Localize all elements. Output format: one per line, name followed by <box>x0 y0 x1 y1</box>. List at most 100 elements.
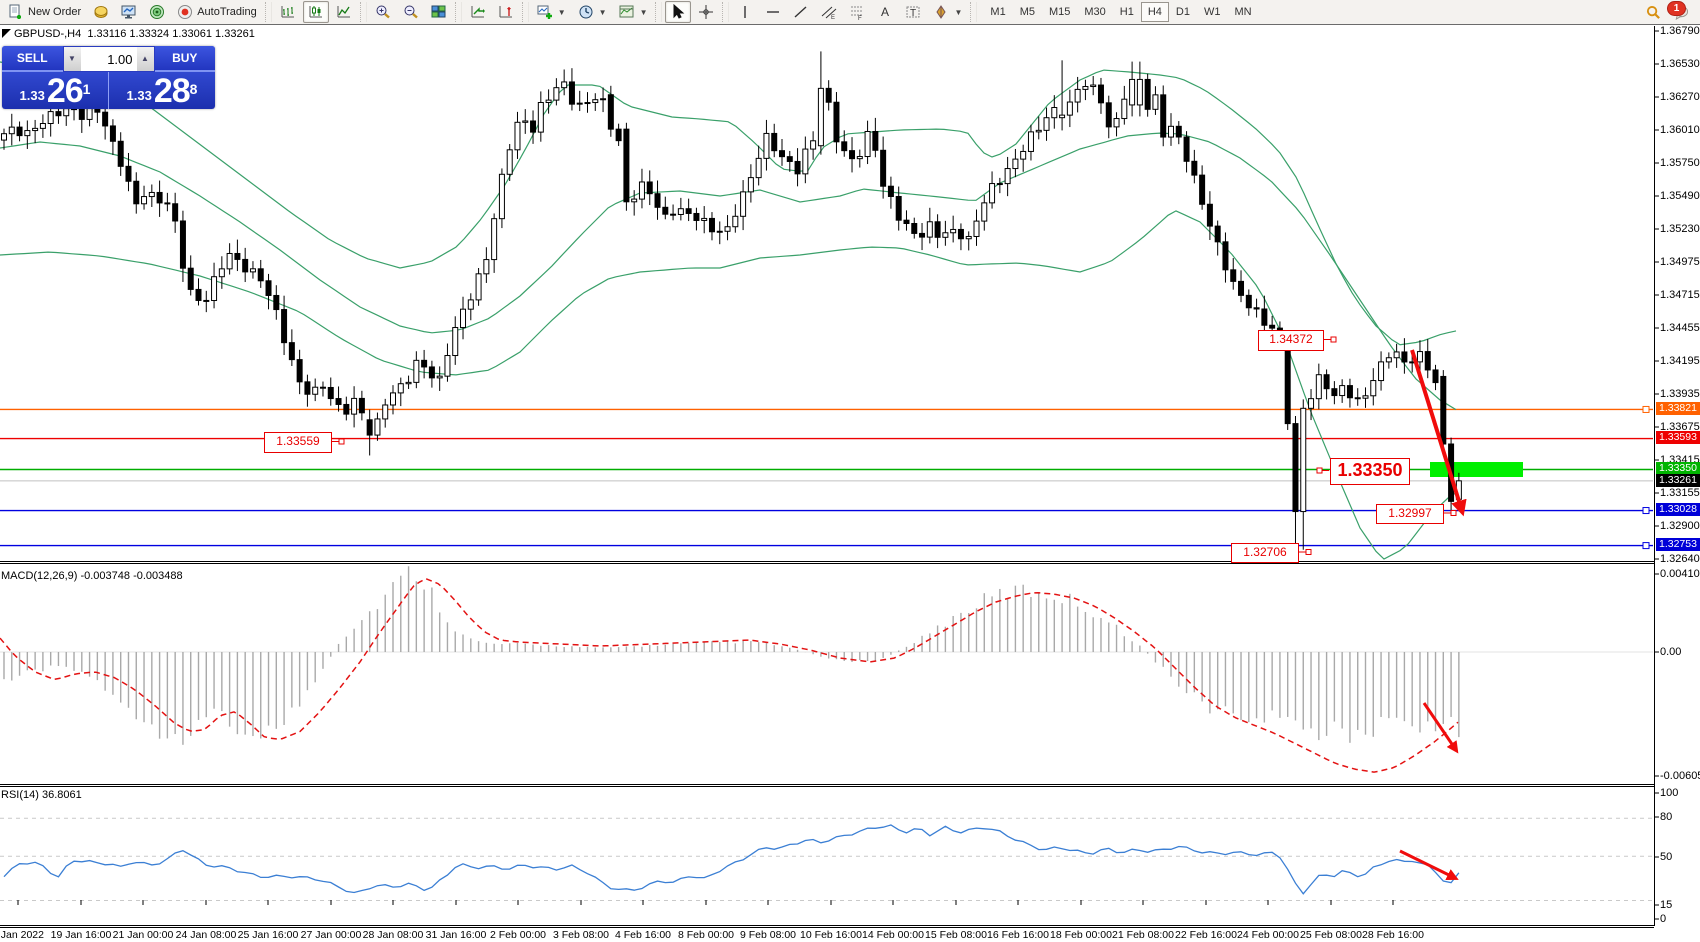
buy-price[interactable]: 1.33 28 8 <box>109 72 215 109</box>
price-annotation-label[interactable]: 1.34372 <box>1258 330 1324 351</box>
timeframe-button-m30[interactable]: M30 <box>1084 6 1106 18</box>
price-axis-label: 1.35230 <box>1660 223 1700 235</box>
candle-body <box>880 149 887 187</box>
data-window-button[interactable] <box>116 1 142 23</box>
candle-body <box>1315 374 1322 400</box>
auto-scroll-button[interactable] <box>465 1 491 23</box>
candle-body <box>887 185 894 197</box>
bar-chart-icon <box>281 6 294 18</box>
timeframe-button-h1[interactable]: H1 <box>1119 6 1134 18</box>
sell-price[interactable]: 1.33 26 1 <box>2 72 109 109</box>
vertical-line-button[interactable] <box>732 1 758 23</box>
equidistant-channel-button[interactable]: E <box>816 1 842 23</box>
search-button[interactable] <box>1641 2 1666 23</box>
time-axis-label: 4 Feb 16:00 <box>614 929 672 941</box>
buy-button[interactable]: BUY <box>154 46 215 72</box>
time-axis-label: 14 Feb 00:00 <box>862 929 924 941</box>
price-annotation-label[interactable]: 1.33350 <box>1330 458 1410 485</box>
zoom-in-button[interactable] <box>370 1 396 23</box>
line-handle[interactable] <box>1642 542 1650 550</box>
candle-body <box>701 217 708 221</box>
vertical-line-icon <box>744 6 747 18</box>
bar-high-value: 1.33324 <box>129 28 170 40</box>
price-annotation-label[interactable]: 1.32706 <box>1231 543 1299 563</box>
candlestick-chart-button[interactable] <box>302 1 329 23</box>
red-arrow-annotation[interactable] <box>1399 849 1459 880</box>
shapes-button[interactable]: ▼ <box>928 1 967 23</box>
text-button[interactable]: A <box>872 1 898 23</box>
price-annotation-label[interactable]: 1.32997 <box>1376 504 1444 524</box>
green-zone-rectangle[interactable] <box>1430 462 1523 477</box>
price-annotation-label[interactable]: 1.33559 <box>264 432 332 453</box>
volume-input[interactable] <box>80 47 137 71</box>
macd-panel-separator[interactable] <box>0 561 1654 564</box>
candle-body <box>615 128 622 142</box>
line-handle[interactable] <box>1642 507 1650 515</box>
horizontal-line-button[interactable] <box>760 1 786 23</box>
red-arrow-annotation[interactable] <box>1410 349 1467 517</box>
timeframe-button-d1[interactable]: D1 <box>1175 6 1190 18</box>
zoom-out-button[interactable] <box>398 1 424 23</box>
sell-button[interactable]: SELL <box>2 46 63 72</box>
candle-body <box>16 126 23 137</box>
candle-body <box>452 327 459 357</box>
new-chart-button[interactable]: ▼ <box>532 1 571 23</box>
rsi-panel-separator[interactable] <box>0 784 1654 787</box>
candle-body <box>592 99 599 104</box>
chart-shift-button[interactable] <box>493 1 519 23</box>
chart-corner-mark <box>2 29 11 38</box>
time-axis-label: 24 Feb 00:00 <box>1237 929 1299 941</box>
candle-body <box>47 111 54 125</box>
timeframe-button-m1[interactable]: M1 <box>990 6 1006 18</box>
timeframe-button-h4[interactable]: H4 <box>1140 2 1169 22</box>
price-axis-label: 1.35490 <box>1660 190 1700 202</box>
trendline-button[interactable] <box>788 1 814 23</box>
time-axis-label: 22 Feb 16:00 <box>1175 929 1237 941</box>
periods-button[interactable]: ▼ <box>573 1 612 23</box>
red-arrow-annotation[interactable] <box>1422 702 1459 754</box>
candle-body <box>1284 347 1291 425</box>
line-chart-button[interactable] <box>331 1 357 23</box>
timeframe-button-w1[interactable]: W1 <box>1203 6 1221 18</box>
candle-body <box>996 183 1003 186</box>
new-order-button[interactable]: New Order <box>3 1 86 23</box>
volume-decrease-button[interactable]: ▼ <box>63 47 81 71</box>
candle-body <box>141 196 148 205</box>
zoom-out-icon <box>404 5 418 19</box>
crosshair-button[interactable] <box>693 1 719 23</box>
templates-button[interactable]: ▼ <box>614 1 653 23</box>
chart-area[interactable]: GBPUSD-,H4 1.33116 1.33324 1.33061 1.332… <box>0 25 1700 942</box>
volume-increase-button[interactable]: ▲ <box>136 47 154 71</box>
svg-text:T: T <box>910 8 916 19</box>
timeframe-button-m15[interactable]: M15 <box>1048 6 1071 18</box>
candle-body <box>1059 114 1066 119</box>
candle-body <box>1090 84 1097 88</box>
price-chart-canvas[interactable] <box>0 25 1700 942</box>
fibonacci-button[interactable]: F <box>844 1 870 23</box>
time-axis-label: 27 Jan 00:00 <box>300 929 362 941</box>
macd-axis-label: -0.006056 <box>1660 770 1700 782</box>
bar-chart-button[interactable] <box>275 1 301 23</box>
timeframe-button-mn[interactable]: MN <box>1234 6 1252 18</box>
candle-body <box>32 127 39 132</box>
candle-body <box>755 157 762 179</box>
candle-body <box>358 397 365 414</box>
cursor-button[interactable] <box>665 1 692 23</box>
candle-body <box>973 220 980 237</box>
tile-windows-button[interactable] <box>426 1 452 23</box>
candle-body <box>78 108 85 120</box>
line-handle[interactable] <box>1642 405 1650 413</box>
candle-body <box>249 268 256 273</box>
signals-button[interactable] <box>144 1 170 23</box>
price-axis-label: 1.33675 <box>1660 421 1700 433</box>
candle-body <box>55 111 62 117</box>
candle-body <box>1354 397 1361 400</box>
candle-body <box>460 308 467 329</box>
autotrading-button[interactable]: AutoTrading <box>172 1 262 23</box>
text-label-button[interactable]: T <box>900 1 926 23</box>
timeframe-button-m5[interactable]: M5 <box>1019 6 1035 18</box>
candle-body <box>1082 86 1089 90</box>
price-axis-label: 1.36530 <box>1660 58 1700 70</box>
market-watch-button[interactable] <box>88 1 114 23</box>
candle-body <box>856 156 863 160</box>
